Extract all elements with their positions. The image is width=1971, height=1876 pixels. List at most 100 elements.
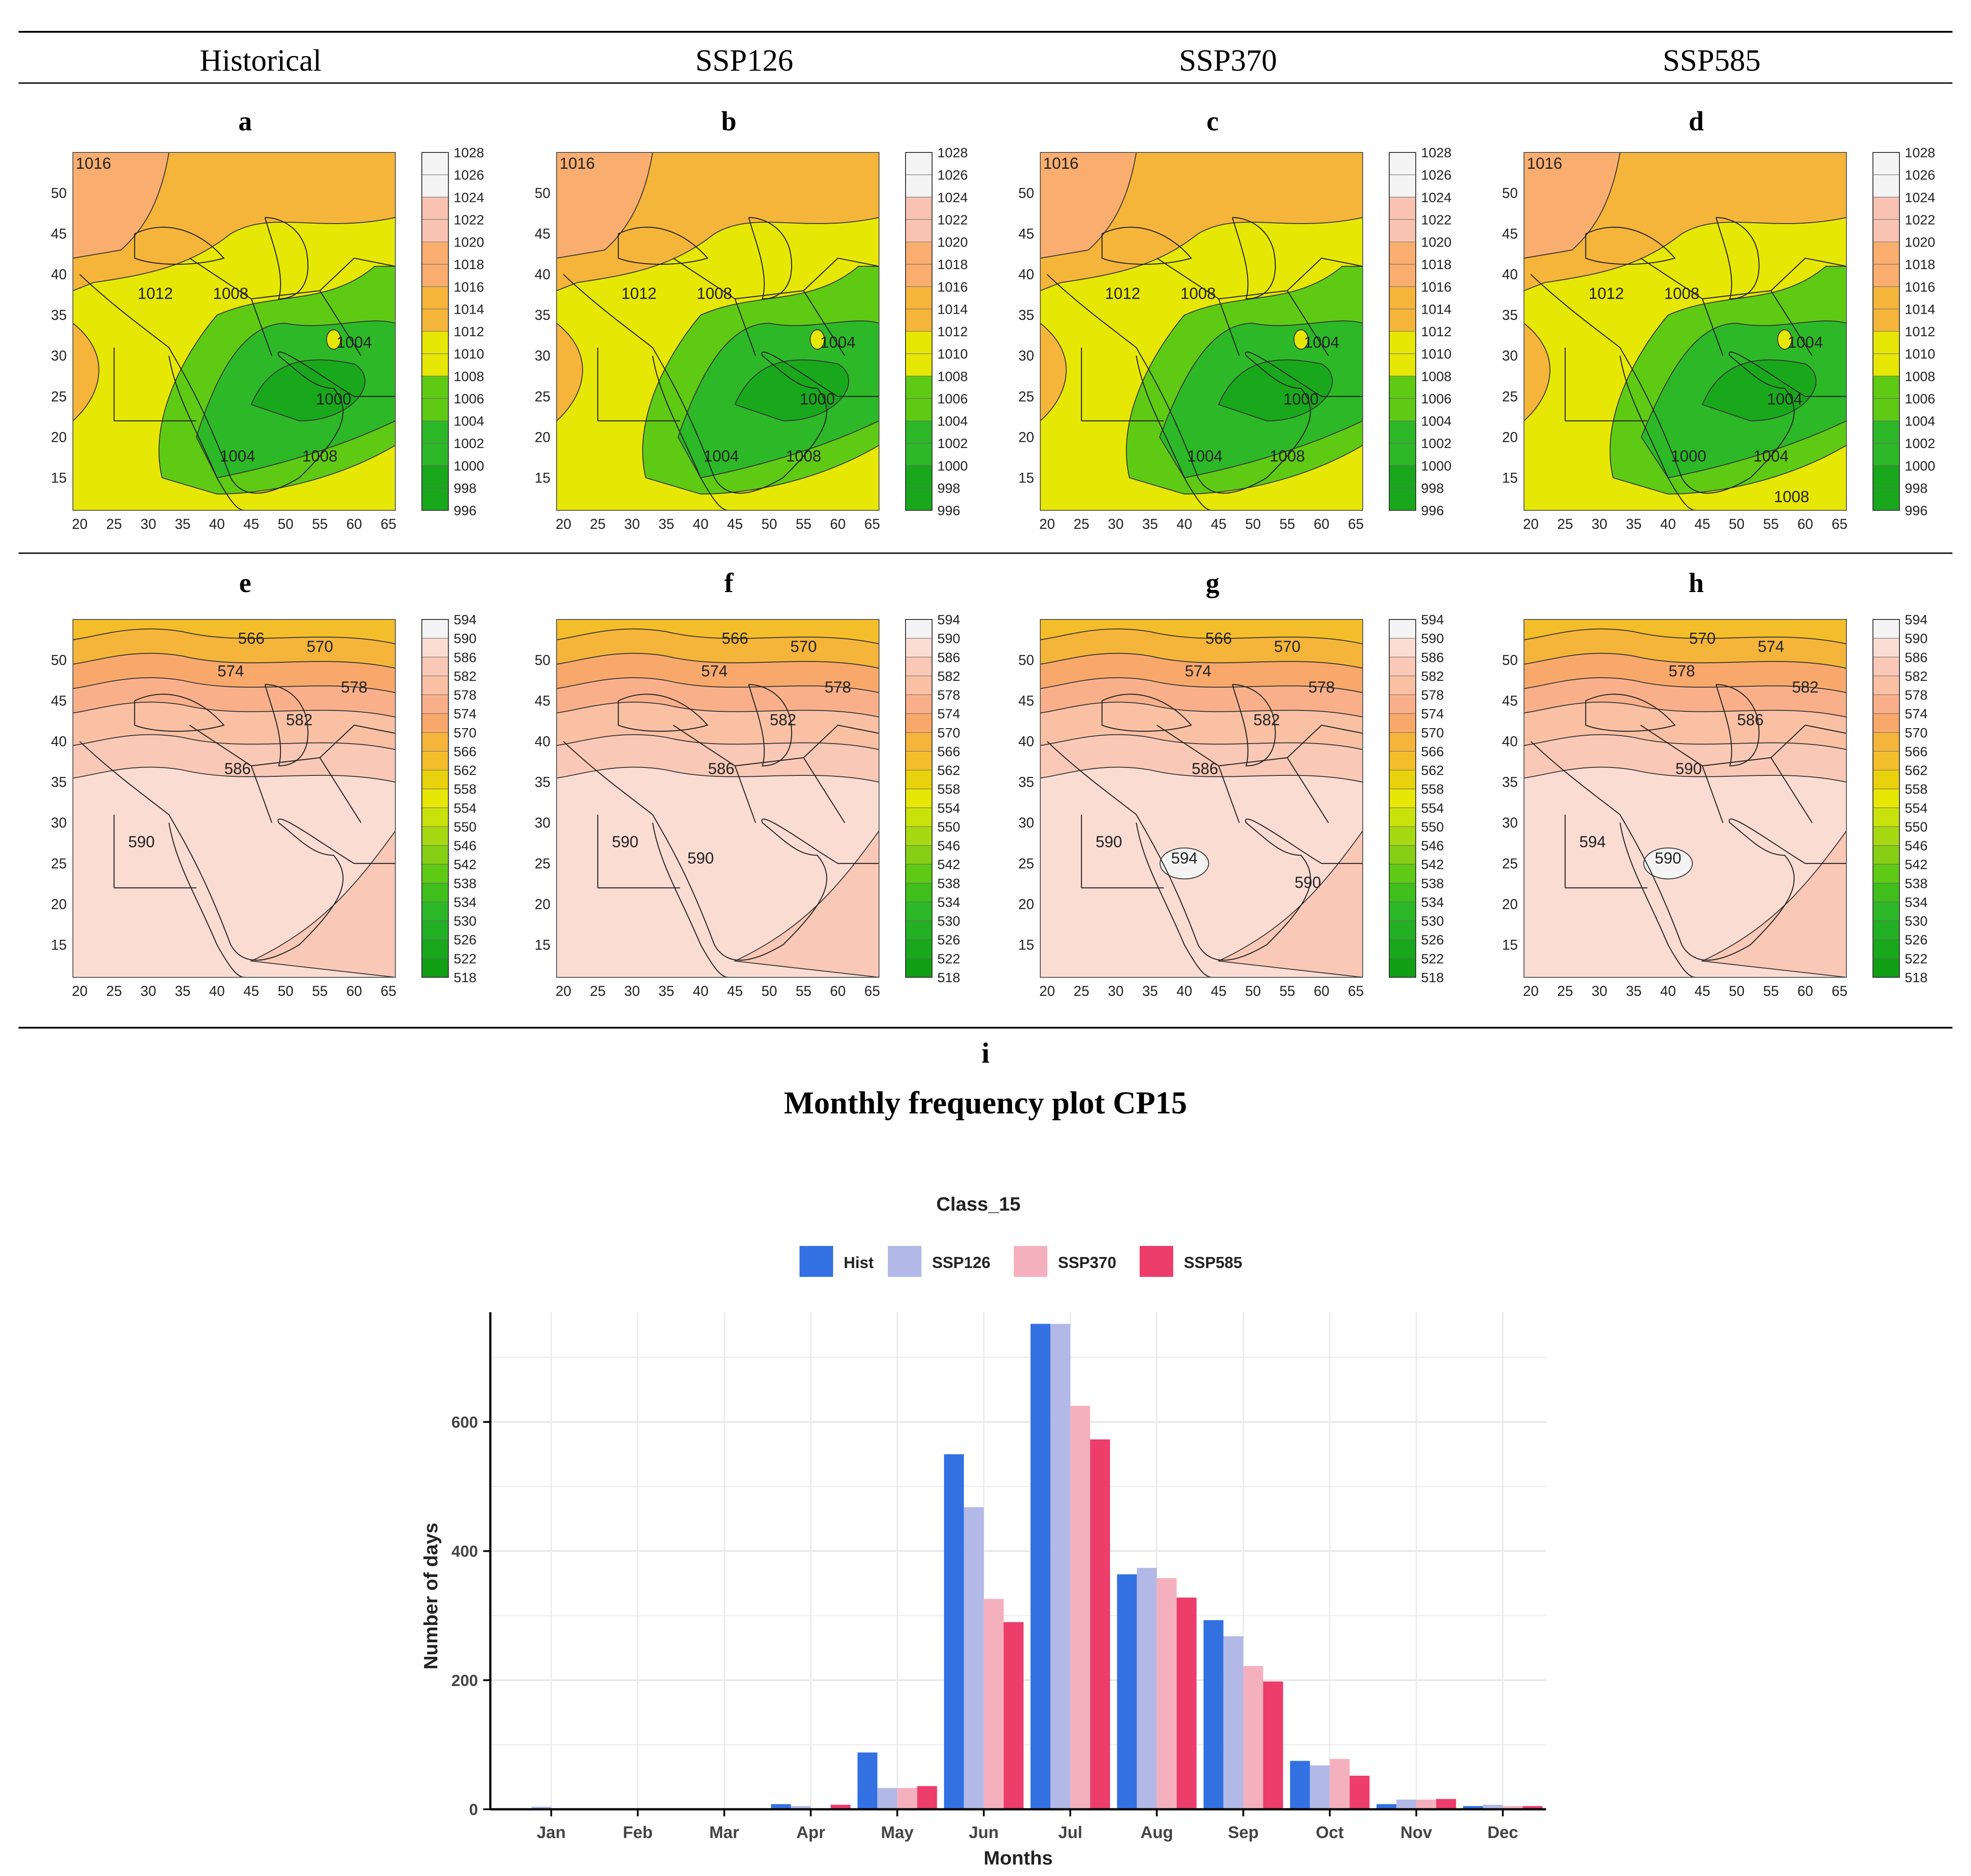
colorbar-swatch — [905, 845, 932, 865]
colorbar-swatch — [1389, 286, 1416, 309]
bar-ssp126-oct — [1310, 1765, 1330, 1809]
legend-swatch-ssp585 — [1140, 1246, 1173, 1277]
colorbar-swatch — [905, 939, 932, 959]
colorbar-label: 538 — [937, 876, 960, 891]
colorbar-label: 574 — [1421, 706, 1444, 722]
colorbar-label: 534 — [454, 894, 477, 910]
panel-g: g 566 570 574 578 582 586 590 594 590 20 25 30 35 40 45… — [1018, 568, 1444, 999]
lon-tick-label: 60 — [1797, 983, 1813, 999]
coastline — [79, 741, 395, 961]
colorbar-label: 1024 — [454, 190, 484, 205]
section-heading: Monthly frequency plot CP15 — [784, 1085, 1187, 1120]
slp-west-region — [557, 323, 583, 422]
bar-ssp126-apr — [791, 1806, 811, 1809]
lat-tick-label: 25 — [534, 855, 550, 871]
bar-ssp585-may — [917, 1786, 937, 1809]
colorbar-label: 1008 — [1905, 368, 1935, 384]
caspian-sea — [264, 684, 309, 767]
series-ssp585 — [830, 1439, 1543, 1809]
colorbar-f: 594 590 586 582 578 574 570 566 562 558 554 550 546 5… — [905, 612, 960, 985]
slp-small-patch — [1293, 329, 1309, 350]
bar-ssp126-aug — [1137, 1568, 1157, 1809]
colorbar-swatch — [1872, 152, 1900, 175]
lat-tick-label: 20 — [534, 896, 550, 912]
colorbar-label: 1006 — [937, 391, 968, 406]
lon-tick-label: 45 — [1694, 516, 1710, 532]
colorbar-swatch — [421, 465, 449, 488]
bar-ssp370-oct — [1330, 1759, 1350, 1809]
colorbar-label: 1000 — [454, 458, 484, 474]
lon-tick-label: 50 — [1245, 516, 1261, 532]
contour-label: 590 — [612, 832, 638, 851]
colorbar-label: 566 — [937, 744, 960, 759]
colorbar-swatch — [1872, 465, 1900, 488]
lon-tick-label: 35 — [659, 516, 675, 532]
field-e — [73, 619, 395, 977]
colorbar-label: 1020 — [1421, 235, 1452, 250]
lon-tick-label: 60 — [1314, 983, 1330, 999]
colorbar-label: 1026 — [454, 167, 484, 183]
caspian-sea — [748, 684, 792, 767]
country-borders — [114, 258, 395, 422]
colorbar-label: 582 — [937, 668, 960, 684]
colorbar-label: 530 — [937, 913, 960, 929]
colorbar-label: 586 — [1905, 649, 1928, 665]
lon-tick-label: 25 — [1073, 516, 1089, 532]
black-sea — [1585, 694, 1676, 732]
colorbar-label: 554 — [1905, 800, 1928, 816]
colorbar-swatch — [1872, 242, 1900, 265]
colorbar-label: 538 — [1421, 876, 1444, 891]
colorbar-label: 518 — [1905, 970, 1928, 985]
lon-tick-label: 50 — [1729, 516, 1745, 532]
colorbar-label: 1002 — [1905, 436, 1935, 451]
contour-label: 566 — [238, 629, 265, 647]
contour-label: 570 — [1689, 629, 1716, 647]
contour-label: 1004 — [1767, 390, 1802, 408]
lon-tick-label: 45 — [1211, 516, 1227, 532]
lat-tick-label: 15 — [1502, 937, 1518, 953]
colorbar-swatch — [1389, 695, 1416, 714]
colorbar-swatch — [1872, 845, 1900, 865]
bar-ssp585-apr — [830, 1804, 851, 1809]
colorbar-swatch — [1872, 920, 1900, 940]
colorbar-swatch — [1389, 487, 1416, 511]
contour-label: 1004 — [820, 333, 856, 351]
colorbar-swatch — [905, 308, 932, 332]
colorbar-swatch — [1389, 398, 1416, 421]
bar-hist-oct — [1290, 1761, 1310, 1809]
colorbar-label: 554 — [937, 800, 960, 816]
colorbar-label: 574 — [1905, 706, 1928, 722]
slp-1000-region — [734, 359, 849, 422]
contour-label: 582 — [1254, 710, 1280, 729]
colorbar-swatch — [421, 376, 449, 399]
gph-594-cell — [1160, 847, 1209, 880]
colorbar-label: 546 — [1421, 838, 1444, 854]
y-tick-label: 400 — [451, 1542, 478, 1561]
colorbar-swatch — [905, 770, 932, 790]
bar-ssp585-jun — [1004, 1622, 1024, 1809]
colorbar-label: 1004 — [1421, 414, 1452, 429]
legend-swatch-hist — [800, 1246, 833, 1277]
colorbar-label: 1002 — [937, 436, 968, 451]
coastline — [1530, 741, 1846, 961]
bar-chart: Class_15 Hist SSP126 SSP370 SSP585 0 200 400 600… — [420, 1193, 1546, 1869]
black-sea — [1101, 227, 1192, 265]
colorbar-label: 1010 — [1421, 346, 1452, 362]
colorbar-swatch — [421, 197, 449, 220]
colorbar-swatch — [1872, 197, 1900, 220]
colorbar-label: 550 — [454, 819, 477, 835]
colorbar-swatch — [1389, 713, 1416, 733]
colorbar-swatch — [1389, 751, 1416, 771]
x-tick-label: Apr — [796, 1823, 826, 1842]
bar-ssp370-nov — [1416, 1800, 1437, 1809]
panel-d: d 1016 1012 1008 1004 1004 1000 1004 1008 20 25 30 3… — [1502, 106, 1935, 532]
lon-tick-label: 65 — [1832, 983, 1848, 999]
map-frame — [1524, 619, 1847, 978]
colorbar-frame — [1872, 619, 1900, 978]
contour-label: 570 — [1274, 638, 1300, 656]
caspian-sea — [748, 217, 792, 300]
lat-tick-label: 20 — [51, 896, 67, 912]
y-axis-title: Number of days — [420, 1523, 442, 1670]
colorbar-label: 1018 — [454, 257, 484, 272]
contour-label: 582 — [286, 710, 313, 729]
